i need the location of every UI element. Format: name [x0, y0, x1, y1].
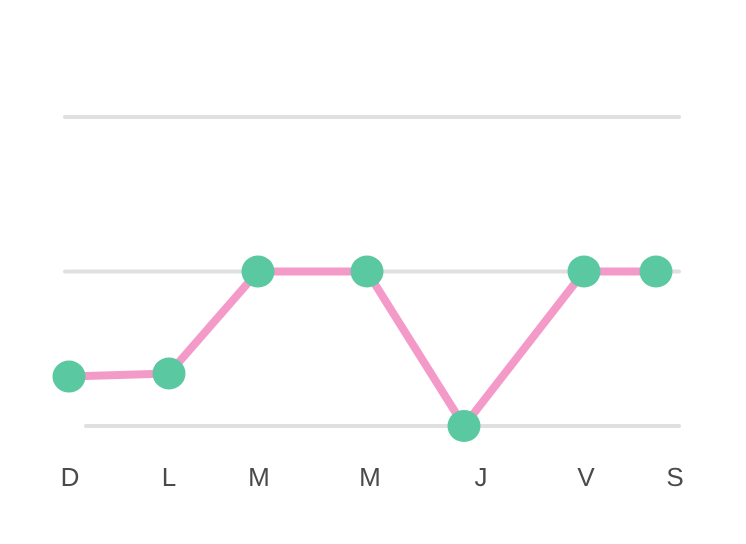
- x-tick-label: D: [61, 462, 80, 492]
- series-line: [68, 267, 656, 430]
- x-tick-label: M: [248, 462, 270, 492]
- x-tick-label: S: [666, 462, 683, 492]
- x-tick-label: V: [577, 462, 595, 492]
- data-point: [447, 410, 481, 442]
- x-tick-label: J: [475, 462, 488, 492]
- data-point: [152, 357, 186, 390]
- series: [52, 255, 673, 442]
- data-point: [350, 255, 384, 288]
- data-point: [639, 255, 673, 288]
- data-point: [241, 255, 275, 288]
- x-tick-label: M: [359, 462, 381, 492]
- data-point: [567, 255, 601, 288]
- data-point: [52, 360, 86, 393]
- x-tick-label: L: [162, 462, 176, 492]
